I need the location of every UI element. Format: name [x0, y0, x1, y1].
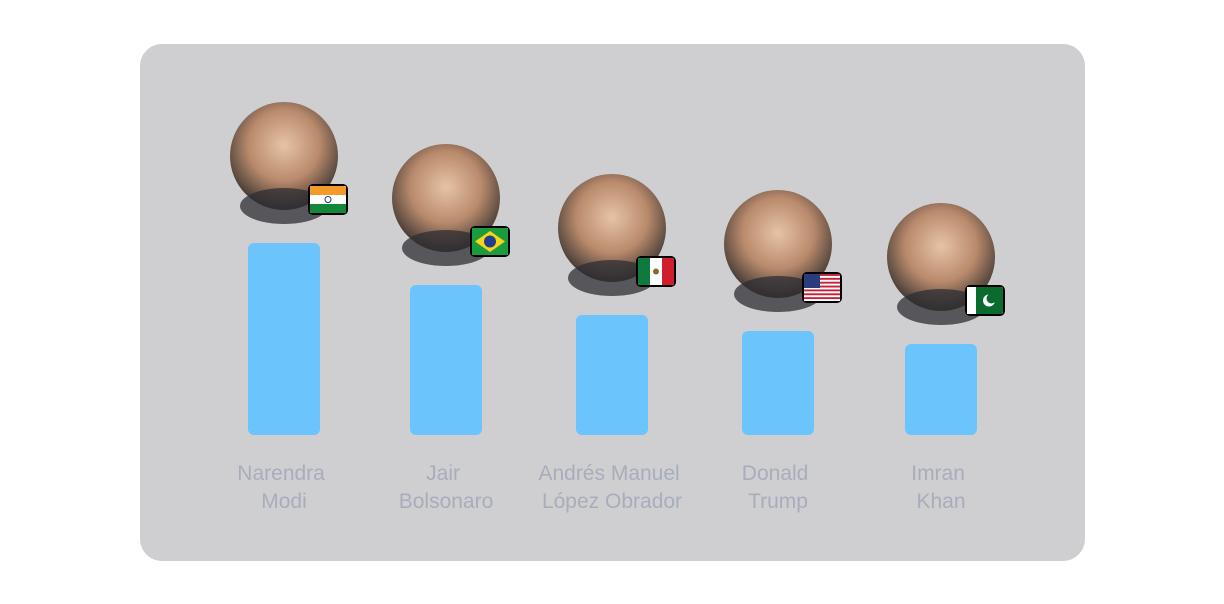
flag-emblem: [653, 268, 659, 275]
x-tick-label: Narendra Modi: [237, 462, 330, 513]
avatar-photo: [724, 190, 832, 298]
label-line: López Obrador: [542, 490, 682, 513]
flag-stripe: [804, 297, 840, 300]
x-tick-label: Donald Trump: [742, 462, 814, 513]
avatar: [724, 190, 842, 312]
flag: [472, 228, 508, 255]
flag-emblem: [324, 196, 332, 203]
flag-stripe: [804, 281, 840, 284]
flag: [638, 258, 674, 285]
bar: [905, 344, 977, 435]
flag-stripe: [310, 195, 346, 204]
avatar-photo: [392, 144, 500, 252]
flag: [310, 186, 346, 213]
x-tick-label: Imran Khan: [911, 462, 971, 513]
avatar: [887, 203, 1005, 325]
avatar: [558, 174, 676, 296]
avatar-shoulders: [402, 230, 490, 266]
flag-stripe: [804, 285, 840, 288]
label-line: Andrés Manuel: [538, 462, 685, 485]
flag-stripe: [310, 204, 346, 213]
x-tick-label: Andrés Manuel López Obrador: [538, 462, 685, 513]
avatar-shoulders: [240, 188, 328, 224]
flag-canton: [804, 274, 820, 288]
avatar: [230, 102, 348, 224]
flag-stripe: [804, 274, 840, 276]
avatar-shoulders: [897, 289, 985, 325]
flag-crescent-cut: [986, 293, 997, 304]
x-tick-label: Jair Bolsonaro: [399, 462, 494, 513]
bar: [742, 331, 814, 435]
flag-stripe: [638, 258, 650, 285]
label-line: Bolsonaro: [399, 490, 494, 513]
label-line: Khan: [916, 490, 965, 513]
flag-globe: [484, 235, 496, 248]
label-line: Donald: [742, 462, 814, 485]
avatar-shoulders: [734, 276, 822, 312]
label-line: Imran: [911, 462, 971, 485]
flag-stripe: [310, 186, 346, 195]
flag-stripe: [804, 277, 840, 280]
bar: [410, 285, 482, 435]
avatar: [392, 144, 510, 266]
flag-stripe: [804, 293, 840, 296]
bar: [248, 243, 320, 435]
flag-stripe: [662, 258, 674, 285]
label-line: Trump: [748, 490, 808, 513]
avatar-shoulders: [568, 260, 656, 296]
avatar-photo: [887, 203, 995, 311]
card: [140, 44, 1085, 561]
label-line: Jair: [426, 462, 466, 485]
flag-stripe: [804, 289, 840, 292]
flag: [967, 287, 1003, 314]
flag: [804, 274, 840, 301]
bar: [576, 315, 648, 435]
label-line: Modi: [261, 490, 307, 513]
label-line: Narendra: [237, 462, 330, 485]
avatar-photo: [230, 102, 338, 210]
avatar-photo: [558, 174, 666, 282]
flag-hoist: [967, 287, 976, 314]
